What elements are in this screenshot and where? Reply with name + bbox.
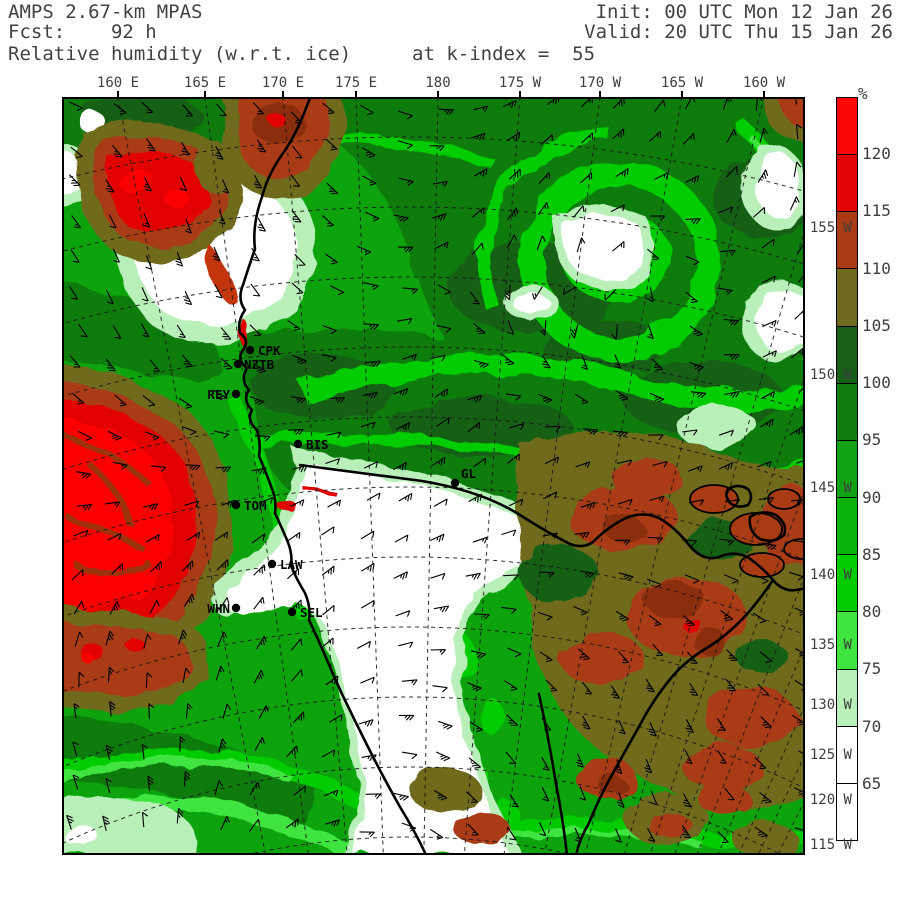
station-label: NZTB — [244, 357, 275, 372]
axis-tick — [763, 91, 765, 97]
right-axis-label: 150 W — [809, 367, 852, 383]
level-text: at k-index = 55 — [412, 43, 596, 65]
colorbar-segment — [837, 669, 857, 727]
station-label: TOM — [244, 498, 267, 513]
top-axis-label: 165 E — [183, 75, 227, 91]
colorbar-tick-label: 70 — [862, 716, 882, 736]
station-label: CPK — [258, 343, 281, 358]
colorbar-segment — [837, 383, 857, 441]
station-dot-icon — [231, 603, 241, 613]
forecast-hour: Fcst: 92 h — [8, 21, 157, 43]
colorbar-tick-label: 80 — [862, 602, 882, 622]
axis-tick — [599, 91, 601, 97]
axis-tick — [519, 91, 521, 97]
colorbar-tick-label: 110 — [862, 258, 891, 278]
station-label: LAW — [280, 557, 303, 572]
axis-tick — [117, 91, 119, 97]
colorbar-unit: % — [858, 84, 868, 103]
station-label: GL — [461, 466, 477, 481]
colorbar — [836, 97, 858, 841]
init-time: Init: 00 UTC Mon 12 Jan 26 — [595, 1, 893, 23]
top-axis-label: 180 — [425, 75, 451, 91]
coastal-terrain-patches — [689, 484, 805, 578]
colorbar-segment — [837, 98, 857, 156]
right-axis-label: 120 W — [809, 792, 852, 808]
colorbar-tick-label: 65 — [862, 773, 882, 793]
top-axis-label: 175 W — [498, 75, 542, 91]
colorbar-tick-label: 105 — [862, 315, 891, 335]
right-axis-label: 140 W — [809, 567, 852, 583]
station-marker: CPK — [245, 343, 281, 358]
right-axis-label: 145 W — [809, 480, 852, 496]
station-marker: WHN — [207, 601, 241, 616]
top-axis-label: 160 W — [742, 75, 786, 91]
right-axis-label: 115 W — [809, 837, 852, 853]
colorbar-segment — [837, 783, 857, 841]
station-label: SEL — [300, 605, 323, 620]
station-dot-icon — [231, 389, 241, 399]
colorbar-tick-label: 90 — [862, 487, 882, 507]
colorbar-tick-label: 115 — [862, 201, 891, 221]
colorbar-segment — [837, 155, 857, 213]
station-label: REY — [207, 387, 230, 402]
coastline — [237, 97, 805, 855]
colorbar-tick-label: 85 — [862, 544, 882, 564]
axis-tick — [355, 91, 357, 97]
station-label: WHN — [207, 601, 230, 616]
colorbar-tick-label: 75 — [862, 659, 882, 679]
colorbar-segment — [837, 440, 857, 499]
colorbar-segment — [837, 726, 857, 784]
right-axis-label: 125 W — [809, 747, 852, 763]
station-dot-icon — [233, 359, 243, 369]
station-marker: BIS — [293, 437, 329, 452]
valid-time: Valid: 20 UTC Thu 15 Jan 26 — [584, 21, 893, 43]
station-dot-icon — [267, 559, 277, 569]
wind-barbs-layer — [66, 97, 805, 844]
colorbar-segment — [837, 498, 857, 556]
top-axis-label: 160 E — [96, 75, 140, 91]
colorbar-segment — [837, 212, 857, 270]
colorbar-tick-label: 120 — [862, 144, 891, 164]
axis-tick — [681, 91, 683, 97]
right-axis-label: 135 W — [809, 637, 852, 653]
top-axis-label: 170 W — [578, 75, 622, 91]
axis-tick — [204, 91, 206, 97]
right-axis-label: 155 W — [809, 220, 852, 236]
rh-shaded-field — [62, 97, 805, 855]
colorbar-tick-label: 95 — [862, 430, 882, 450]
colorbar-segment — [837, 326, 857, 384]
station-marker: LAW — [267, 557, 303, 572]
station-marker: REY — [207, 387, 241, 402]
station-dot-icon — [231, 500, 241, 510]
colorbar-segment — [837, 269, 857, 327]
top-axis-label: 165 W — [660, 75, 704, 91]
weather-map: CPK NZTB REY BIS GL TOM LAW WHN SEL — [62, 97, 805, 855]
model-title: AMPS 2.67-km MPAS — [8, 1, 203, 23]
station-dot-icon — [287, 607, 297, 617]
station-dot-icon — [245, 345, 255, 355]
station-marker: SEL — [287, 605, 323, 620]
top-axis-label: 170 E — [261, 75, 305, 91]
top-axis-label: 175 E — [334, 75, 378, 91]
station-marker: NZTB — [233, 357, 275, 372]
axis-tick — [437, 91, 439, 97]
station-marker: GL — [450, 466, 477, 488]
colorbar-segment — [837, 555, 857, 613]
colorbar-segment — [837, 612, 857, 670]
map-frame — [62, 97, 805, 855]
station-label: BIS — [306, 437, 329, 452]
colorbar-tick-label: 100 — [862, 373, 891, 393]
lat-lon-graticule — [62, 97, 805, 855]
station-dot-icon — [293, 439, 303, 449]
right-axis-label: 130 W — [809, 697, 852, 713]
station-dot-icon — [450, 478, 460, 488]
station-marker: TOM — [231, 498, 267, 513]
axis-tick — [282, 91, 284, 97]
field-title: Relative humidity (w.r.t. ice) — [8, 43, 352, 65]
